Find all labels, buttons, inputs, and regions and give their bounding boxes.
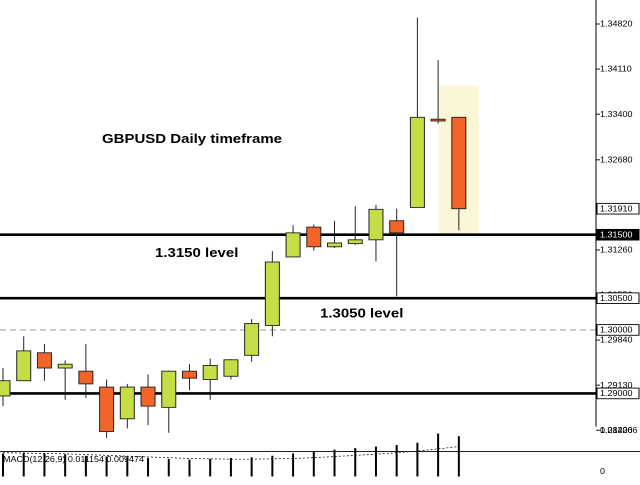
candle-body-11 — [202, 365, 218, 380]
candle-body-14 — [264, 261, 280, 326]
candle-body-6 — [99, 386, 115, 432]
level-annotation-2: 1.3050 level — [320, 306, 403, 321]
candle-body-2 — [16, 350, 32, 382]
candle-body-18 — [347, 239, 363, 245]
price-tick-label-10: 1.28420 — [600, 425, 633, 434]
candle-body-10 — [181, 370, 197, 379]
candle-body-12 — [223, 359, 239, 377]
macd-tick-label-1: 0.012066 — [600, 425, 638, 434]
candle-body-7 — [119, 386, 135, 420]
current-price-tag — [596, 202, 640, 215]
level-annotation-1: 1.3150 level — [155, 246, 238, 261]
level-price-tag-label-2: 1.30500 — [600, 293, 633, 302]
candle-body-21 — [409, 116, 425, 208]
macd-tick-label-2: 0 — [600, 466, 605, 475]
candle-body-22 — [430, 118, 446, 122]
level-price-tag-3 — [596, 324, 640, 336]
price-tick-label-3: 1.33400 — [600, 109, 633, 118]
candle-body-15 — [285, 232, 301, 258]
candle-body-16 — [306, 226, 322, 248]
macd-pane: 0.012066 0 — [2, 425, 638, 477]
candle-body-1 — [0, 380, 11, 397]
level-price-tag-2 — [596, 292, 640, 304]
macd-indicator-label: MACD(12,26,9) 0.011154 0.009474 — [3, 455, 144, 464]
level-price-tag-label-1: 1.31500 — [600, 230, 633, 239]
level-price-tag-4 — [596, 387, 640, 400]
candle-body-4 — [57, 363, 73, 369]
price-tick-label-8: 1.29840 — [600, 335, 633, 344]
macd-signal-line — [2, 446, 459, 460]
candle-body-20 — [389, 220, 405, 234]
price-tick-label-6: 1.31260 — [600, 245, 633, 254]
level-price-tag-label-4: 1.29000 — [600, 389, 633, 398]
level-price-tag-1 — [596, 228, 640, 241]
candle-body-3 — [36, 352, 52, 369]
price-tick-label-2: 1.34110 — [600, 64, 632, 73]
candle-body-8 — [140, 386, 156, 407]
candle-body-13 — [244, 323, 260, 356]
price-tick-label-4: 1.32680 — [600, 155, 633, 164]
price-tick-label-1: 1.34820 — [600, 19, 633, 28]
candle-body-19 — [368, 208, 384, 241]
candle-body-23 — [451, 116, 467, 210]
chart-title: GBPUSD Daily timeframe — [102, 132, 282, 147]
candle-body-5 — [78, 370, 94, 385]
candle-body-17 — [327, 242, 343, 248]
candle-body-9 — [161, 370, 177, 408]
current-price-label: 1.31910 — [600, 204, 633, 213]
price-tick-label-9: 1.29130 — [600, 380, 633, 389]
level-price-tag-label-3: 1.30000 — [600, 325, 633, 334]
chart-background — [0, 0, 640, 427]
